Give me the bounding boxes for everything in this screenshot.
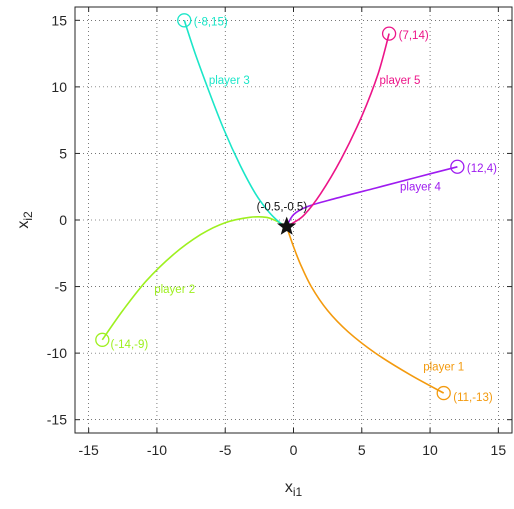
series-2-start-marker: [95, 332, 110, 347]
series-1-start-label: (11,-13): [453, 392, 493, 404]
series-3-start-marker: [177, 13, 192, 28]
target-label: (-0.5,-0.5): [257, 202, 308, 214]
plot-frame: [74, 6, 513, 434]
y-axis-label: xi2: [15, 211, 35, 229]
x-tick-label: 10: [422, 442, 438, 458]
x-tick-label: 0: [290, 442, 298, 458]
series-1-start-marker: [436, 385, 451, 401]
y-tick-label: 10: [51, 79, 67, 95]
series-4-name-label: player 4: [400, 182, 442, 194]
y-tick-label: 0: [59, 212, 67, 228]
x-tick-label: -15: [79, 442, 99, 458]
axis-ticks: -15 -10 -5 0 5 10 15 -15 -10 -5 0 5 10 15: [47, 7, 512, 458]
series-3-line: [183, 20, 288, 228]
series-3-name-label: player 3: [209, 75, 250, 87]
x-tick-label: -5: [219, 442, 232, 458]
series-5-start-marker: [381, 26, 397, 41]
series-5-line: [286, 33, 390, 228]
y-tick-label: -10: [47, 345, 67, 361]
series-5-start-label: (7,14): [399, 30, 429, 42]
x-tick-label: 15: [491, 442, 507, 458]
x-tick-label: 5: [358, 442, 366, 458]
series-4-line: [285, 166, 458, 228]
series-3-start-label: (-8,15): [194, 17, 228, 29]
series-1-line: [285, 226, 445, 394]
series-1-name-label: player 1: [423, 361, 464, 373]
series-2-line: [101, 215, 288, 341]
start-markers: [95, 13, 465, 401]
target-star-marker: [277, 216, 297, 235]
series-4-start-label: (12,4): [467, 163, 497, 175]
y-tick-label: 5: [59, 145, 67, 161]
series-lines: [101, 20, 458, 394]
y-tick-label: -15: [47, 412, 67, 428]
x-axis-label: xi1: [285, 479, 303, 499]
grid-lines: [75, 7, 512, 433]
y-tick-label: -5: [55, 279, 68, 295]
annotations: (11,-13) player 1 (-14,-9) player 2 (-8,15) p…: [111, 17, 498, 404]
series-4-start-marker: [450, 159, 465, 174]
y-tick-label: 15: [51, 12, 67, 28]
series-2-name-label: player 2: [154, 284, 195, 296]
series-5-name-label: player 5: [380, 75, 421, 87]
series-2-start-label: (-14,-9): [111, 339, 149, 351]
x-tick-label: -10: [147, 442, 167, 458]
